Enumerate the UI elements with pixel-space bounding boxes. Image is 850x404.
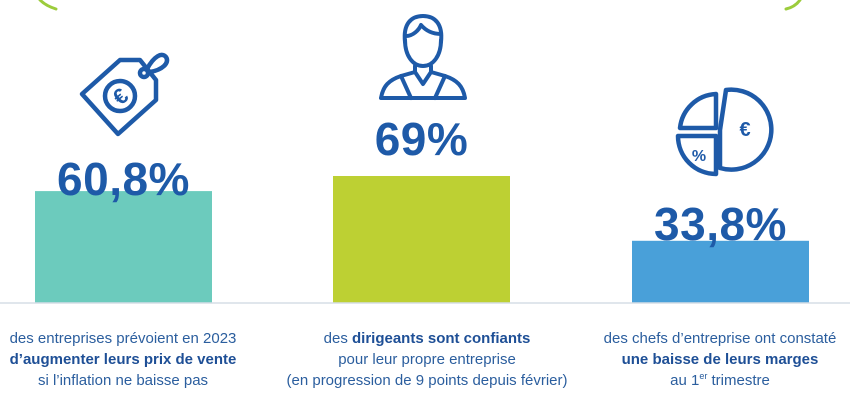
bar-2 bbox=[632, 240, 809, 303]
decorative-arc-right bbox=[784, 0, 802, 11]
bar-1 bbox=[333, 176, 510, 303]
data-label-33-8: 33,8% bbox=[654, 198, 787, 250]
percent-symbol: % bbox=[692, 148, 706, 165]
euro-symbol: € bbox=[739, 119, 750, 141]
caption-margin-decrease: des chefs d’entreprise ont constaté une … bbox=[603, 330, 837, 389]
pie-chart-euro-percent-icon: € % bbox=[675, 87, 774, 177]
data-label-60-8: 60,8% bbox=[57, 153, 190, 205]
data-label-69: 69% bbox=[374, 113, 469, 165]
euro-price-tag-icon: € bbox=[79, 52, 170, 137]
caption-confident-leaders: des dirigeants sont confiants pour leur … bbox=[286, 330, 568, 389]
business-person-icon bbox=[379, 14, 467, 100]
bar-0 bbox=[35, 191, 212, 303]
decorative-arc-left bbox=[38, 0, 58, 11]
caption-price-increase: des entreprises prévoient en 2023 d’augm… bbox=[9, 330, 237, 389]
